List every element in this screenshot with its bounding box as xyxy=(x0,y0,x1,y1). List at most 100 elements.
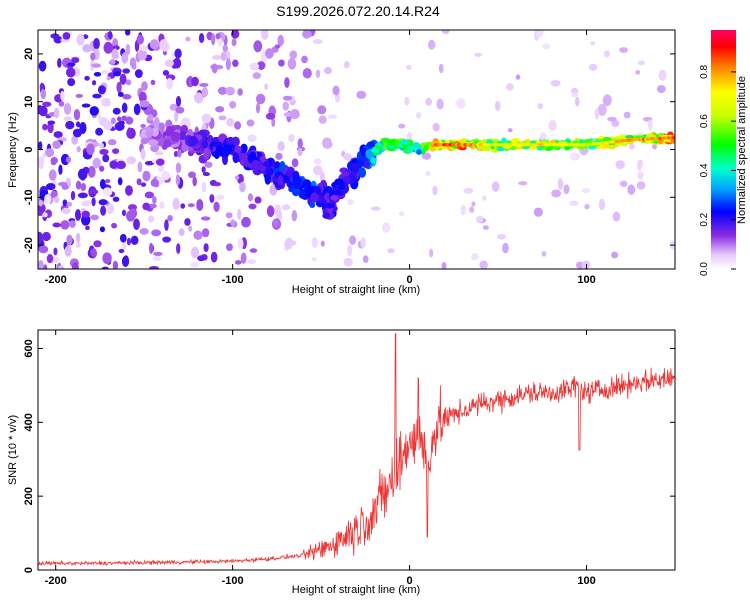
spectrogram-cell xyxy=(481,146,491,152)
spectrogram-cell xyxy=(58,101,65,107)
spectrogram-cell xyxy=(144,160,155,166)
spectrogram-cell xyxy=(311,257,317,262)
spectrogram-cell xyxy=(104,179,111,184)
spectrogram-cell xyxy=(264,173,271,185)
spectrogram-cell xyxy=(349,235,357,245)
spectrogram-cell xyxy=(175,174,181,186)
spectrogram-cell xyxy=(119,233,127,243)
spectrogram-cell xyxy=(180,203,186,209)
spectrogram-cell xyxy=(157,164,165,173)
spectrogram-cell xyxy=(441,262,447,269)
spectrogram-cell xyxy=(581,187,591,194)
spectrogram-cell xyxy=(38,141,43,151)
spectrogram-cell xyxy=(482,225,489,230)
spectrogram-cell xyxy=(351,163,360,173)
spectrogram-cell xyxy=(66,67,76,78)
spectrogram-cell xyxy=(252,72,261,79)
spectrogram-cell xyxy=(187,203,195,208)
spectrogram-cell xyxy=(76,33,85,46)
spectrogram-cell xyxy=(42,123,48,131)
spectrogram-cell xyxy=(190,246,200,259)
spectrogram-cell xyxy=(121,209,127,217)
spectrogram-cell xyxy=(301,55,308,64)
snr-xtick-label: 0 xyxy=(407,575,413,587)
spectrogram-cell xyxy=(46,253,54,264)
spectrogram-cell xyxy=(93,71,102,77)
spectrogram-cell xyxy=(162,236,172,243)
spectrogram-cell xyxy=(166,78,173,90)
spectrogram-cell xyxy=(343,257,353,267)
spectrogram-cell xyxy=(284,77,290,88)
spectrogram-cell xyxy=(240,143,248,154)
spectrogram-cell xyxy=(90,52,96,61)
spectrogram-cell xyxy=(320,240,325,247)
spectrogram-cell xyxy=(421,152,432,160)
colorbar-ticks: 0.0 0.2 0.4 0.6 0.8 xyxy=(699,64,736,276)
spectrogram-cell xyxy=(291,158,299,168)
spectrogram-cell xyxy=(246,119,255,127)
spectrogram-cell xyxy=(176,243,181,255)
spectrogram-cell xyxy=(133,218,140,230)
spectrogram-cell xyxy=(142,170,151,182)
spectrogram-cell xyxy=(141,81,148,91)
spectrogram-cell xyxy=(42,101,52,107)
spectrogram-cell xyxy=(84,75,90,81)
spectrogram-cell xyxy=(76,146,81,153)
spectrogram-cell xyxy=(291,177,301,189)
spectrogram-cell xyxy=(91,63,102,68)
spectrogram-cell xyxy=(92,93,102,99)
spectrogram-cell xyxy=(154,151,164,156)
spectrogram-cell xyxy=(274,44,281,49)
spectrogram-cell xyxy=(302,67,312,79)
spectrogram-cell xyxy=(398,211,405,217)
spectrogram-cell xyxy=(288,134,295,142)
spectrogram-cell xyxy=(619,47,629,53)
spectrogram-cell xyxy=(71,57,80,64)
spectrogram-cell xyxy=(496,146,506,152)
spectrogram-cell xyxy=(152,196,157,204)
spectrogram-cell xyxy=(150,178,159,187)
spectrogram-cell xyxy=(318,115,327,124)
spectrogram-cell xyxy=(122,68,131,74)
spectrogram-cell xyxy=(366,141,376,148)
spectrogram-cell xyxy=(428,39,436,50)
spectrogram-cell xyxy=(249,62,260,71)
spectrogram-cell xyxy=(225,212,233,219)
spectrogram-cell xyxy=(110,117,116,125)
spectrogram-xtick-label: 0 xyxy=(407,274,413,286)
spectrogram-cell xyxy=(97,114,102,123)
spectrogram-cell xyxy=(551,189,562,198)
spectrogram-cell xyxy=(415,112,422,119)
spectrogram-cell xyxy=(77,168,88,180)
spectrogram-cell xyxy=(203,147,210,160)
spectrogram-cell xyxy=(86,143,95,155)
spectrogram-cell xyxy=(112,260,119,269)
spectrogram-cell xyxy=(52,222,61,228)
spectrogram-cell xyxy=(66,234,73,246)
spectrogram-cell xyxy=(479,260,488,269)
spectrogram-cell xyxy=(277,175,284,186)
spectrogram-cell xyxy=(602,94,612,107)
spectrogram-cell xyxy=(257,61,266,70)
spectrogram-cell xyxy=(310,192,319,203)
spectrogram-xtick-label: -200 xyxy=(45,274,67,286)
spectrogram-cell xyxy=(140,123,146,128)
spectrogram-cell xyxy=(201,113,212,124)
spectrogram-cell xyxy=(277,141,285,152)
spectrogram-cell xyxy=(57,181,68,187)
spectrogram-cell xyxy=(210,33,216,46)
spectrogram-cell xyxy=(75,232,81,243)
spectrogram-cell xyxy=(114,121,125,132)
spectrogram-cell xyxy=(611,119,620,127)
spectrogram-cell xyxy=(151,229,162,237)
spectrogram-cell xyxy=(541,250,547,257)
spectrogram-cell xyxy=(456,97,466,109)
spectrogram-cell xyxy=(53,196,60,204)
spectrogram-ridge-cell xyxy=(671,136,675,140)
snr-xtick-label: 100 xyxy=(577,575,595,587)
spectrogram-cell xyxy=(658,69,667,81)
spectrogram-cell xyxy=(297,147,303,157)
spectrogram-cell xyxy=(289,50,298,60)
spectrogram-cell xyxy=(63,102,72,115)
spectrogram-cell xyxy=(149,265,159,269)
